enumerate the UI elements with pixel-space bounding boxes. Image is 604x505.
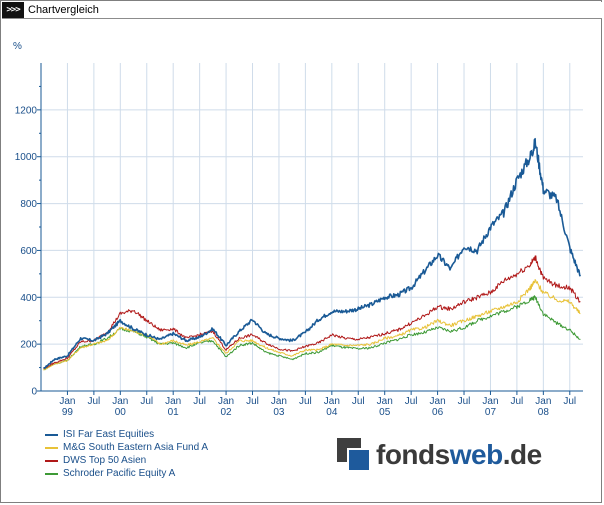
- series-line: [43, 295, 581, 371]
- x-year-label: 02: [221, 407, 233, 418]
- y-tick-label: 1000: [15, 152, 38, 163]
- grid: [41, 63, 583, 392]
- x-year-label: 07: [485, 407, 497, 418]
- x-tick-label: Jan: [482, 396, 498, 407]
- y-tick-label: 1200: [15, 105, 38, 116]
- series-line: [43, 137, 582, 369]
- x-tick-label: Jul: [140, 396, 153, 407]
- x-tick-label: Jul: [193, 396, 206, 407]
- x-tick-label: Jan: [112, 396, 128, 407]
- x-tick-label: Jul: [246, 396, 259, 407]
- series-line: [43, 255, 581, 370]
- x-tick-label: Jul: [87, 396, 100, 407]
- x-year-label: 03: [273, 407, 285, 418]
- x-tick-label: Jan: [377, 396, 393, 407]
- y-tick-label: 600: [20, 246, 37, 257]
- x-tick-label: Jan: [430, 396, 446, 407]
- x-tick-label: Jan: [165, 396, 181, 407]
- y-tick-label: 400: [20, 293, 37, 304]
- x-tick-label: Jan: [535, 396, 551, 407]
- fondsweb-logo: fondsweb.de: [337, 435, 547, 475]
- logo-text: fondsweb.de: [376, 439, 542, 470]
- x-tick-label: Jan: [59, 396, 75, 407]
- legend-label: M&G South Eastern Asia Fund A: [63, 442, 209, 453]
- x-tick-label: Jan: [324, 396, 340, 407]
- x-year-label: 01: [168, 407, 180, 418]
- x-tick-label: Jul: [299, 396, 312, 407]
- series-lines: [43, 137, 582, 371]
- x-tick-label: Jul: [563, 396, 576, 407]
- legend-label: DWS Top 50 Asien: [63, 455, 147, 466]
- title-bar: >>> Chartvergleich: [2, 2, 602, 19]
- legend-label: ISI Far East Equities: [63, 429, 155, 440]
- legend-swatch: [45, 473, 58, 475]
- legend-swatch: [45, 447, 58, 449]
- x-year-label: 04: [326, 407, 338, 418]
- x-tick-label: Jul: [511, 396, 524, 407]
- x-tick-label: Jan: [218, 396, 234, 407]
- x-year-label: 05: [379, 407, 391, 418]
- x-year-label: 00: [115, 407, 127, 418]
- x-tick-label: Jan: [271, 396, 287, 407]
- x-tick-label: Jul: [352, 396, 365, 407]
- legend-label: Schroder Pacific Equity A: [63, 468, 176, 479]
- x-year-label: 99: [62, 407, 74, 418]
- y-tick-label: 800: [20, 199, 37, 210]
- x-year-label: 08: [538, 407, 550, 418]
- y-unit-label: %: [13, 41, 22, 52]
- x-year-label: 06: [432, 407, 444, 418]
- series-line: [43, 279, 581, 371]
- logo-squares-icon: [337, 438, 371, 472]
- chevrons-icon: >>>: [2, 2, 24, 18]
- y-tick-label: 0: [31, 387, 37, 398]
- x-tick-label: Jul: [458, 396, 471, 407]
- window-title: Chartvergleich: [28, 4, 99, 16]
- legend-swatch: [45, 434, 58, 436]
- y-tick-label: 200: [20, 340, 37, 351]
- legend-swatch: [45, 460, 58, 462]
- x-tick-label: Jul: [405, 396, 418, 407]
